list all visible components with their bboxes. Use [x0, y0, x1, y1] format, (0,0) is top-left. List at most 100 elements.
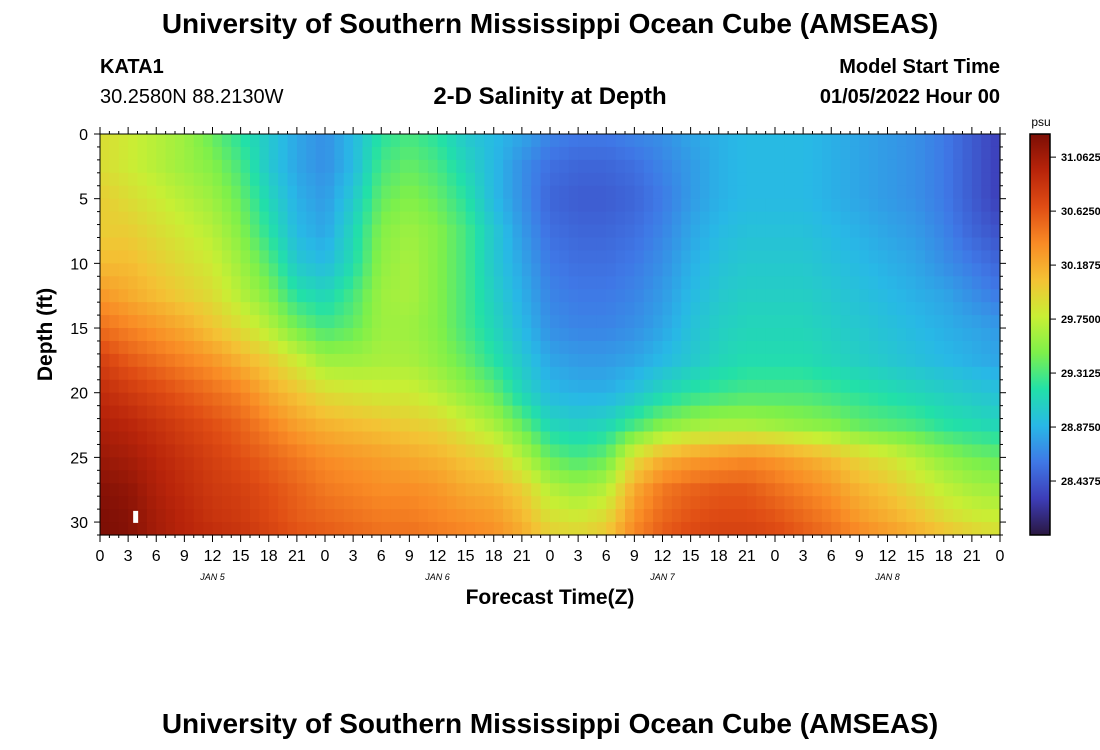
heatmap-cell: [137, 159, 148, 174]
heatmap-cell: [765, 198, 776, 213]
heatmap-cell: [240, 522, 251, 536]
heatmap-cell: [353, 328, 364, 342]
heatmap-cell: [896, 392, 907, 407]
heatmap-cell: [146, 509, 157, 523]
heatmap-cell: [962, 522, 973, 536]
heatmap-cell: [671, 224, 682, 239]
heatmap-cell: [418, 172, 429, 187]
heatmap-cell: [512, 328, 523, 342]
heatmap-cell: [887, 483, 898, 497]
heatmap-cell: [128, 405, 139, 420]
heatmap-cell: [962, 509, 973, 523]
heatmap-cell: [962, 483, 973, 497]
heatmap-cell: [606, 302, 617, 316]
heatmap-cell: [175, 431, 185, 446]
heatmap-cell: [709, 146, 720, 161]
heatmap-cell: [128, 134, 139, 148]
x-tick-label: 3: [799, 548, 808, 565]
heatmap-cell: [868, 237, 879, 252]
heatmap-cell: [943, 185, 954, 200]
heatmap-cell: [409, 289, 420, 303]
heatmap-cell: [446, 134, 457, 148]
heatmap-cell: [268, 353, 279, 368]
heatmap-cell: [165, 483, 176, 497]
heatmap-cell: [493, 134, 504, 148]
heatmap-cell: [287, 366, 298, 381]
heatmap-cell: [887, 315, 898, 329]
heatmap-cell: [540, 444, 551, 458]
heatmap-cell: [934, 159, 945, 174]
heatmap-cell: [221, 392, 232, 407]
heatmap-cell: [390, 431, 401, 446]
heatmap-cell: [690, 134, 701, 148]
heatmap-cell: [559, 276, 570, 290]
heatmap-cell: [671, 146, 682, 161]
heatmap-cell: [156, 496, 167, 510]
heatmap-cell: [925, 237, 935, 252]
heatmap-cell: [296, 263, 307, 277]
heatmap-cell: [390, 353, 401, 368]
heatmap-cell: [596, 224, 607, 239]
heatmap-cell: [371, 250, 382, 264]
heatmap-cell: [268, 289, 279, 303]
x-tick-label: 9: [855, 548, 864, 565]
heatmap-cell: [343, 250, 354, 264]
heatmap-cell: [690, 146, 701, 161]
heatmap-cell: [587, 185, 598, 200]
heatmap-cell: [540, 302, 551, 316]
heatmap-cell: [184, 211, 195, 226]
heatmap-cell: [962, 237, 973, 252]
heatmap-cell: [728, 340, 739, 355]
heatmap-cell: [296, 250, 307, 264]
colorbar-tick-label: 30.1875: [1061, 260, 1100, 272]
model-start-value: 01/05/2022 Hour 00: [819, 86, 1000, 108]
heatmap-cell: [334, 496, 345, 510]
heatmap-cell: [325, 276, 335, 290]
heatmap-cell: [812, 302, 823, 316]
heatmap-cell: [775, 250, 785, 264]
heatmap-cell: [746, 159, 757, 174]
heatmap-cell: [850, 392, 860, 407]
heatmap-cell: [990, 457, 1001, 471]
heatmap-cell: [925, 185, 935, 200]
heatmap-cell: [718, 237, 729, 252]
heatmap-cell: [371, 405, 382, 420]
heatmap-cell: [165, 457, 176, 471]
heatmap-cell: [887, 340, 898, 355]
heatmap-cell: [221, 237, 232, 252]
heatmap-cell: [531, 134, 542, 148]
heatmap-cell: [175, 250, 185, 264]
heatmap-cell: [334, 340, 345, 355]
heatmap-cell: [503, 172, 514, 187]
heatmap-cell: [962, 198, 973, 213]
heatmap-cell: [756, 379, 767, 394]
heatmap-cell: [437, 379, 448, 394]
heatmap-cell: [484, 211, 495, 226]
heatmap-cell: [775, 211, 785, 226]
heatmap-cell: [475, 444, 485, 458]
heatmap-cell: [240, 328, 251, 342]
heatmap-cell: [203, 185, 214, 200]
heatmap-cell: [887, 185, 898, 200]
heatmap-cell: [137, 185, 148, 200]
heatmap-cell: [653, 405, 664, 420]
heatmap-cell: [100, 431, 110, 446]
heatmap-cell: [803, 289, 814, 303]
heatmap-cell: [343, 302, 354, 316]
heatmap-cell: [934, 276, 945, 290]
heatmap-cell: [718, 340, 729, 355]
heatmap-cell: [306, 211, 317, 226]
heatmap-cell: [446, 328, 457, 342]
heatmap-cell: [690, 172, 701, 187]
heatmap-cell: [578, 237, 589, 252]
heatmap-cell: [831, 198, 842, 213]
heatmap-cell: [137, 457, 148, 471]
heatmap-cell: [540, 353, 551, 368]
heatmap-cell: [906, 198, 917, 213]
heatmap-cell: [681, 457, 692, 471]
heatmap-cell: [437, 289, 448, 303]
heatmap-cell: [493, 224, 504, 239]
heatmap-cell: [606, 496, 617, 510]
heatmap-cell: [662, 276, 673, 290]
heatmap-cell: [990, 470, 1001, 484]
